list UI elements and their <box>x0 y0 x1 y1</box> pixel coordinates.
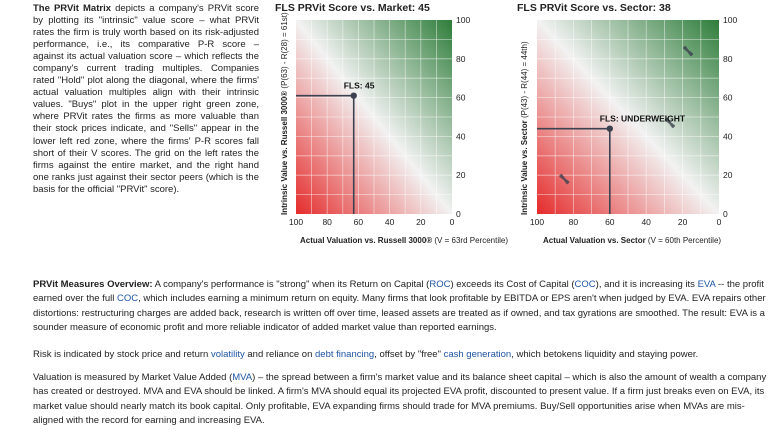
y-tick-label: 40 <box>723 131 733 141</box>
y-tick-label: 20 <box>456 170 466 180</box>
company-point <box>350 92 357 99</box>
x-tick-label: 40 <box>385 217 395 227</box>
prvit-matrix-intro: The PRVit Matrix depicts a company's PRV… <box>33 3 259 196</box>
y-tick-label: 0 <box>456 209 461 219</box>
valuation-paragraph: Valuation is measured by Market Value Ad… <box>33 372 767 426</box>
peer-marker <box>559 173 570 185</box>
mva-link[interactable]: MVA <box>232 372 253 383</box>
y-tick-label: 80 <box>456 54 466 64</box>
coc-link-2[interactable]: COC <box>116 293 139 305</box>
intro-heading: The PRVit Matrix <box>33 3 111 14</box>
coc-link[interactable]: COC <box>574 279 596 290</box>
x-tick-label: 60 <box>354 217 364 227</box>
volatility-link[interactable]: volatility <box>210 349 245 360</box>
company-point-label: FLS: UNDERWEIGHT <box>600 114 686 124</box>
sector-chart: FLS: UNDERWEIGHT 100 80 60 40 20 0 100 80 60 40 20 0 <box>530 15 738 227</box>
y-tick-label: 100 <box>723 15 737 25</box>
y-tick-label: 40 <box>456 131 466 141</box>
sector-chart-xlabel: Actual Valuation vs. Sector (V = 60th Pe… <box>543 236 722 245</box>
market-chart-title: FLS PRVit Score vs. Market: 45 <box>275 2 430 14</box>
eva-link[interactable]: EVA <box>697 279 716 290</box>
y-tick-label: 100 <box>456 15 470 25</box>
market-chart-ylabel: Intrinsic Value vs. Russell 3000® (P(63)… <box>280 12 289 215</box>
sector-chart-ylabel: Intrinsic Value vs. Sector (P(43) - R(44… <box>520 41 529 215</box>
x-tick-label: 0 <box>450 217 455 227</box>
roc-link[interactable]: ROC <box>429 279 451 290</box>
x-tick-label: 20 <box>416 217 426 227</box>
overview-heading: PRVit Measures Overview: <box>33 279 153 290</box>
x-tick-label: 20 <box>678 217 688 227</box>
y-tick-label: 0 <box>723 209 728 219</box>
risk-paragraph: Risk is indicated by stock price and ret… <box>33 349 699 360</box>
x-tick-label: 80 <box>322 217 332 227</box>
market-chart-xlabel: Actual Valuation vs. Russell 3000® (V = … <box>300 236 508 245</box>
x-tick-label: 100 <box>289 217 303 227</box>
cash-generation-link[interactable]: cash generation <box>443 349 512 360</box>
intro-text: depicts a company's PRVit score by plott… <box>33 3 259 195</box>
debt-financing-link[interactable]: debt financing <box>315 349 375 360</box>
peer-marker <box>682 45 694 57</box>
y-tick-label: 60 <box>456 93 466 103</box>
market-chart: FLS: 45 100 80 60 40 20 0 100 80 60 40 20 0 <box>289 15 471 227</box>
x-tick-label: 60 <box>605 217 615 227</box>
x-tick-label: 80 <box>569 217 579 227</box>
x-tick-label: 40 <box>641 217 651 227</box>
company-point-label: FLS: 45 <box>344 81 375 91</box>
y-tick-label: 20 <box>723 170 733 180</box>
peer-marker <box>664 117 675 128</box>
x-tick-label: 100 <box>530 217 544 227</box>
y-tick-label: 60 <box>723 93 733 103</box>
company-point <box>606 125 613 132</box>
y-tick-label: 80 <box>723 54 733 64</box>
sector-chart-title: FLS PRVit Score vs. Sector: 38 <box>517 2 671 14</box>
prvit-measures-overview: PRVit Measures Overview: A company's per… <box>33 279 766 333</box>
x-tick-label: 0 <box>717 217 722 227</box>
